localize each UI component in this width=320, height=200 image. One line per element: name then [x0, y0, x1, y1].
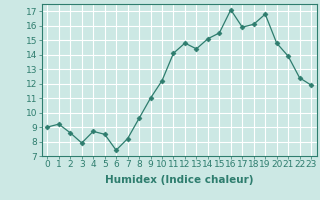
X-axis label: Humidex (Indice chaleur): Humidex (Indice chaleur) [105, 175, 253, 185]
